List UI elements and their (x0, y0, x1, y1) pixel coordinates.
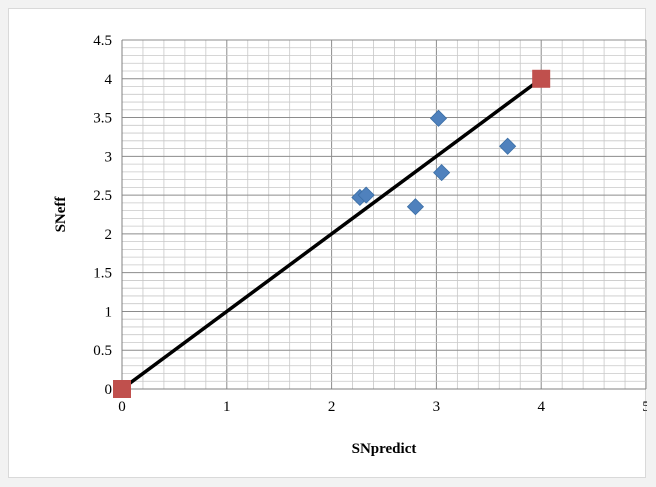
data-marks (113, 69, 551, 398)
y-tick-label: 4.5 (93, 33, 112, 49)
y-tick-label: 3.5 (93, 111, 112, 127)
y-tick-label: 0.5 (93, 343, 112, 359)
axes (121, 40, 646, 390)
y-tick-label: 1.5 (93, 266, 112, 282)
x-tick-label: 1 (223, 399, 231, 415)
x-tick-label: 2 (328, 399, 336, 415)
x-tick-label: 4 (537, 399, 545, 415)
grid (121, 39, 647, 390)
x-tick-label: 0 (118, 399, 126, 415)
data-point-square (532, 69, 551, 88)
data-point-diamond (406, 198, 425, 216)
data-point-diamond (429, 109, 448, 127)
data-point-diamond (499, 137, 517, 155)
data-point-diamond (433, 164, 451, 182)
x-tick-label: 3 (433, 399, 441, 415)
y-tick-label: 4 (105, 72, 113, 88)
chart-area: 0 1 2 3 4 5 0 0.5 1 1.5 2 2.5 3 3.5 4 4.5 SNpredict SNe… (8, 8, 647, 478)
data-point-square (113, 380, 131, 398)
y-tick-label: 3 (105, 149, 113, 165)
tick-labels: 0 1 2 3 4 5 0 0.5 1 1.5 2 2.5 3 3.5 4 4.5 (93, 33, 647, 415)
trend-line (120, 77, 543, 391)
y-tick-label: 2 (105, 227, 113, 243)
y-axis-label: SNeff (53, 196, 69, 233)
x-tick-label: 5 (642, 399, 647, 415)
y-tick-label: 2.5 (93, 188, 112, 204)
data-point-diamond (357, 186, 375, 204)
y-tick-label: 0 (105, 382, 113, 398)
x-axis-label: SNpredict (352, 441, 417, 457)
scatter-chart: 0 1 2 3 4 5 0 0.5 1 1.5 2 2.5 3 3.5 4 4.5 SNpredict SNe… (53, 33, 647, 457)
y-tick-label: 1 (105, 304, 113, 320)
